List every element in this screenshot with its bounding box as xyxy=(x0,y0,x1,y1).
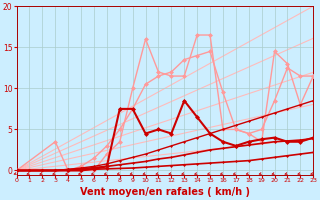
X-axis label: Vent moyen/en rafales ( km/h ): Vent moyen/en rafales ( km/h ) xyxy=(80,187,250,197)
